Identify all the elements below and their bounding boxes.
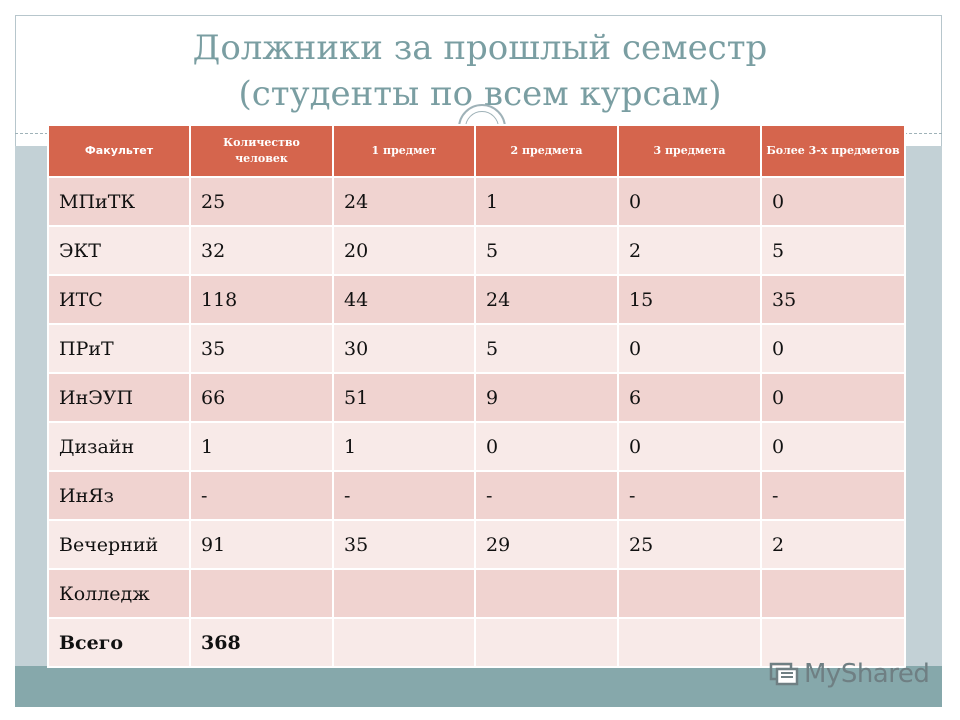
faculty-cell: Колледж [47,568,191,619]
one-subject-cell: 1 [332,421,476,472]
faculty-cell: Всего [47,617,191,668]
two-subjects-cell: 1 [474,176,619,227]
more-subjects-cell: 35 [760,274,906,325]
count-cell: 118 [189,274,334,325]
header-more-3-subjects: Более 3-х предметов [760,124,906,178]
faculty-cell: ИТС [47,274,191,325]
table-row: Вечерний 91 35 29 25 2 [47,519,906,570]
one-subject-cell [332,568,476,619]
count-cell: 66 [189,372,334,423]
count-cell: 25 [189,176,334,227]
three-subjects-cell [617,568,762,619]
two-subjects-cell: 29 [474,519,619,570]
table-row: ЭКТ 32 20 5 2 5 [47,225,906,276]
table-total-row: Всего 368 [47,617,906,668]
more-subjects-cell: 2 [760,519,906,570]
header-faculty: Факультет [47,124,191,178]
faculty-cell: Дизайн [47,421,191,472]
one-subject-cell [332,617,476,668]
three-subjects-cell: 2 [617,225,762,276]
table-row: ИТС 118 44 24 15 35 [47,274,906,325]
faculty-cell: ЭКТ [47,225,191,276]
one-subject-cell: 20 [332,225,476,276]
one-subject-cell: 35 [332,519,476,570]
two-subjects-cell: 5 [474,323,619,374]
two-subjects-cell: 0 [474,421,619,472]
one-subject-cell: 44 [332,274,476,325]
more-subjects-cell: - [760,470,906,521]
more-subjects-cell: 0 [760,323,906,374]
more-subjects-cell: 0 [760,372,906,423]
more-subjects-cell [760,568,906,619]
header-count: Количество человек [189,124,334,178]
count-cell: 32 [189,225,334,276]
more-subjects-cell [760,617,906,668]
three-subjects-cell: 0 [617,323,762,374]
more-subjects-cell: 0 [760,421,906,472]
count-cell: 1 [189,421,334,472]
logo-text: MyShared [804,659,930,689]
table-row: ИнЭУП 66 51 9 6 0 [47,372,906,423]
one-subject-cell: - [332,470,476,521]
table-row: ИнЯз - - - - - [47,470,906,521]
three-subjects-cell: 6 [617,372,762,423]
faculty-cell: МПиТК [47,176,191,227]
two-subjects-cell: 24 [474,274,619,325]
one-subject-cell: 24 [332,176,476,227]
more-subjects-cell: 5 [760,225,906,276]
table-row: Колледж [47,568,906,619]
two-subjects-cell [474,568,619,619]
header-3-subjects: 3 предмета [617,124,762,178]
table-header-row: Факультет Количество человек 1 предмет 2… [47,124,906,178]
slides-icon [768,659,802,689]
faculty-cell: Вечерний [47,519,191,570]
three-subjects-cell: 0 [617,421,762,472]
table-row: Дизайн 1 1 0 0 0 [47,421,906,472]
header-1-subject: 1 предмет [332,124,476,178]
two-subjects-cell [474,617,619,668]
two-subjects-cell: 5 [474,225,619,276]
myshared-logo: MyShared [768,656,930,692]
count-cell: 35 [189,323,334,374]
debtors-table: Факультет Количество человек 1 предмет 2… [47,124,906,668]
count-cell: 368 [189,617,334,668]
faculty-cell: ПРиТ [47,323,191,374]
three-subjects-cell: 15 [617,274,762,325]
header-2-subjects: 2 предмета [474,124,619,178]
three-subjects-cell: 0 [617,176,762,227]
more-subjects-cell: 0 [760,176,906,227]
three-subjects-cell [617,617,762,668]
table-row: ПРиТ 35 30 5 0 0 [47,323,906,374]
faculty-cell: ИнЭУП [47,372,191,423]
one-subject-cell: 51 [332,372,476,423]
title-line-1: Должники за прошлый семестр [192,28,768,68]
faculty-cell: ИнЯз [47,470,191,521]
count-cell [189,568,334,619]
one-subject-cell: 30 [332,323,476,374]
count-cell: 91 [189,519,334,570]
two-subjects-cell: - [474,470,619,521]
three-subjects-cell: - [617,470,762,521]
two-subjects-cell: 9 [474,372,619,423]
table-row: МПиТК 25 24 1 0 0 [47,176,906,227]
count-cell: - [189,470,334,521]
three-subjects-cell: 25 [617,519,762,570]
